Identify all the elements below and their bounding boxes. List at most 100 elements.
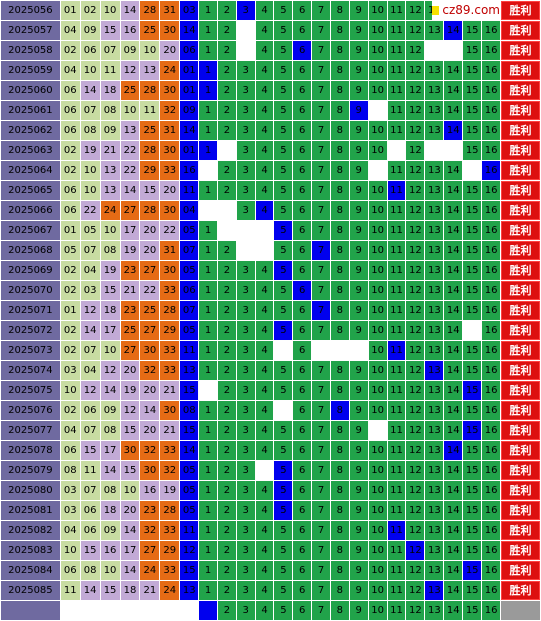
blue-number-cell: 11 (179, 180, 200, 201)
result-badge[interactable]: 胜利 (501, 301, 540, 320)
result-badge[interactable]: 胜利 (501, 561, 540, 580)
red-number-cell: 03 (59, 360, 81, 381)
result-badge[interactable]: 胜利 (501, 81, 540, 100)
result-badge[interactable]: 胜利 (501, 121, 540, 140)
trend-cell: 3 (235, 500, 256, 521)
red-number-cell: 15 (99, 20, 121, 41)
trend-cell: 12 (405, 420, 426, 441)
result-badge[interactable]: 胜利 (501, 241, 540, 260)
result-cell: 胜利 (500, 320, 541, 341)
trend-cell: 8 (329, 120, 350, 141)
result-cell: 胜利 (500, 180, 541, 201)
result-badge[interactable]: 胜利 (501, 541, 540, 560)
red-number-cell: 08 (59, 460, 81, 481)
trend-cell: 3 (235, 60, 256, 81)
trend-cell: 14 (443, 100, 464, 121)
blue-number-cell: 01 (179, 80, 200, 101)
result-badge[interactable]: 胜利 (501, 161, 540, 180)
red-number-cell: 08 (99, 420, 121, 441)
period-cell: 2025085 (0, 580, 61, 601)
trend-cell: 5 (273, 560, 294, 581)
blank-cell (329, 340, 350, 361)
trend-cell: 11 (386, 0, 407, 21)
red-number-cell: 02 (59, 260, 81, 281)
result-badge[interactable]: 胜利 (501, 421, 540, 440)
trend-cell: 10 (367, 580, 388, 601)
trend-cell: 3 (235, 340, 256, 361)
red-number-cell: 28 (139, 140, 161, 161)
result-badge[interactable]: 胜利 (501, 581, 540, 600)
result-cell: 胜利 (500, 200, 541, 221)
result-badge[interactable]: 胜利 (501, 181, 540, 200)
trend-cell: 7 (311, 260, 331, 281)
trend-cell: 13 (424, 420, 445, 441)
result-badge[interactable]: 胜利 (501, 141, 540, 160)
result-badge[interactable]: 胜利 (501, 461, 540, 480)
trend-cell: 11 (386, 320, 407, 341)
trend-cell: 2 (216, 320, 237, 341)
trend-cell: 12 (405, 380, 426, 401)
trend-cell: 9 (348, 20, 369, 41)
red-number-cell: 07 (79, 100, 101, 121)
result-badge[interactable]: 胜利 (501, 361, 540, 380)
trend-cell: 5 (273, 360, 294, 381)
blue-number-cell: 05 (179, 320, 200, 341)
trend-cell: 2 (216, 460, 237, 481)
result-cell: 胜利 (500, 500, 541, 521)
trend-cell: 2 (216, 380, 237, 401)
site-logo[interactable]: cz89.com (432, 0, 500, 20)
result-badge[interactable]: 胜利 (501, 41, 540, 60)
result-badge[interactable]: 胜利 (501, 321, 540, 340)
trend-cell: 4 (254, 260, 275, 281)
result-badge[interactable]: 胜利 (501, 441, 540, 460)
trend-cell: 2 (216, 520, 237, 541)
red-number-cell: 18 (99, 500, 121, 521)
result-badge[interactable]: 胜利 (501, 481, 540, 500)
period-cell: 2025069 (0, 260, 61, 281)
trend-cell: 4 (254, 0, 275, 21)
trend-cell: 2 (216, 440, 237, 461)
trend-cell: 13 (424, 320, 445, 341)
trend-cell: 10 (367, 60, 388, 81)
trend-cell: 9 (348, 380, 369, 401)
red-number-cell: 06 (59, 80, 81, 101)
result-badge[interactable]: 胜利 (501, 501, 540, 520)
result-badge[interactable]: 胜利 (501, 341, 540, 360)
trend-cell: 8 (329, 580, 350, 601)
table-row: 2025073 02 07 10 27 30 33 11 1 2 3 4 6 10 11 12 13 14 15 16… (0, 340, 541, 361)
red-number-cell: 04 (59, 520, 81, 541)
result-badge[interactable]: 胜利 (501, 521, 540, 540)
result-badge[interactable]: 胜利 (501, 101, 540, 120)
result-badge[interactable]: 胜利 (501, 1, 540, 20)
red-number-cell: 29 (139, 160, 161, 181)
trend-cell: 15 (462, 260, 483, 281)
result-badge[interactable]: 胜利 (501, 21, 540, 40)
summary-trend-cell: 9 (348, 600, 369, 621)
red-number-cell: 28 (159, 300, 181, 321)
result-badge[interactable]: 胜利 (501, 61, 540, 80)
red-number-cell: 14 (99, 460, 121, 481)
result-badge[interactable]: 胜利 (501, 401, 540, 420)
blue-number-cell: 14 (179, 440, 200, 461)
hit-cell: 7 (311, 300, 331, 321)
trend-cell: 8 (329, 100, 350, 121)
blue-number-cell: 11 (179, 340, 200, 361)
trend-cell: 1 (198, 360, 218, 381)
trend-cell: 14 (443, 300, 464, 321)
red-number-cell: 04 (79, 260, 101, 281)
result-badge[interactable]: 胜利 (501, 201, 540, 220)
red-number-cell: 02 (59, 340, 81, 361)
blue-number-cell: 05 (179, 260, 200, 281)
result-badge[interactable]: 胜利 (501, 261, 540, 280)
trend-cell: 4 (254, 100, 275, 121)
result-badge[interactable]: 胜利 (501, 221, 540, 240)
result-cell: 胜利 (500, 60, 541, 81)
result-badge[interactable]: 胜利 (501, 281, 540, 300)
trend-cell: 5 (273, 100, 294, 121)
red-number-cell: 06 (59, 440, 81, 461)
trend-cell: 3 (235, 480, 256, 501)
trend-cell: 16 (481, 140, 502, 161)
trend-cell: 15 (462, 540, 483, 561)
result-badge[interactable]: 胜利 (501, 381, 540, 400)
trend-cell: 4 (254, 80, 275, 101)
